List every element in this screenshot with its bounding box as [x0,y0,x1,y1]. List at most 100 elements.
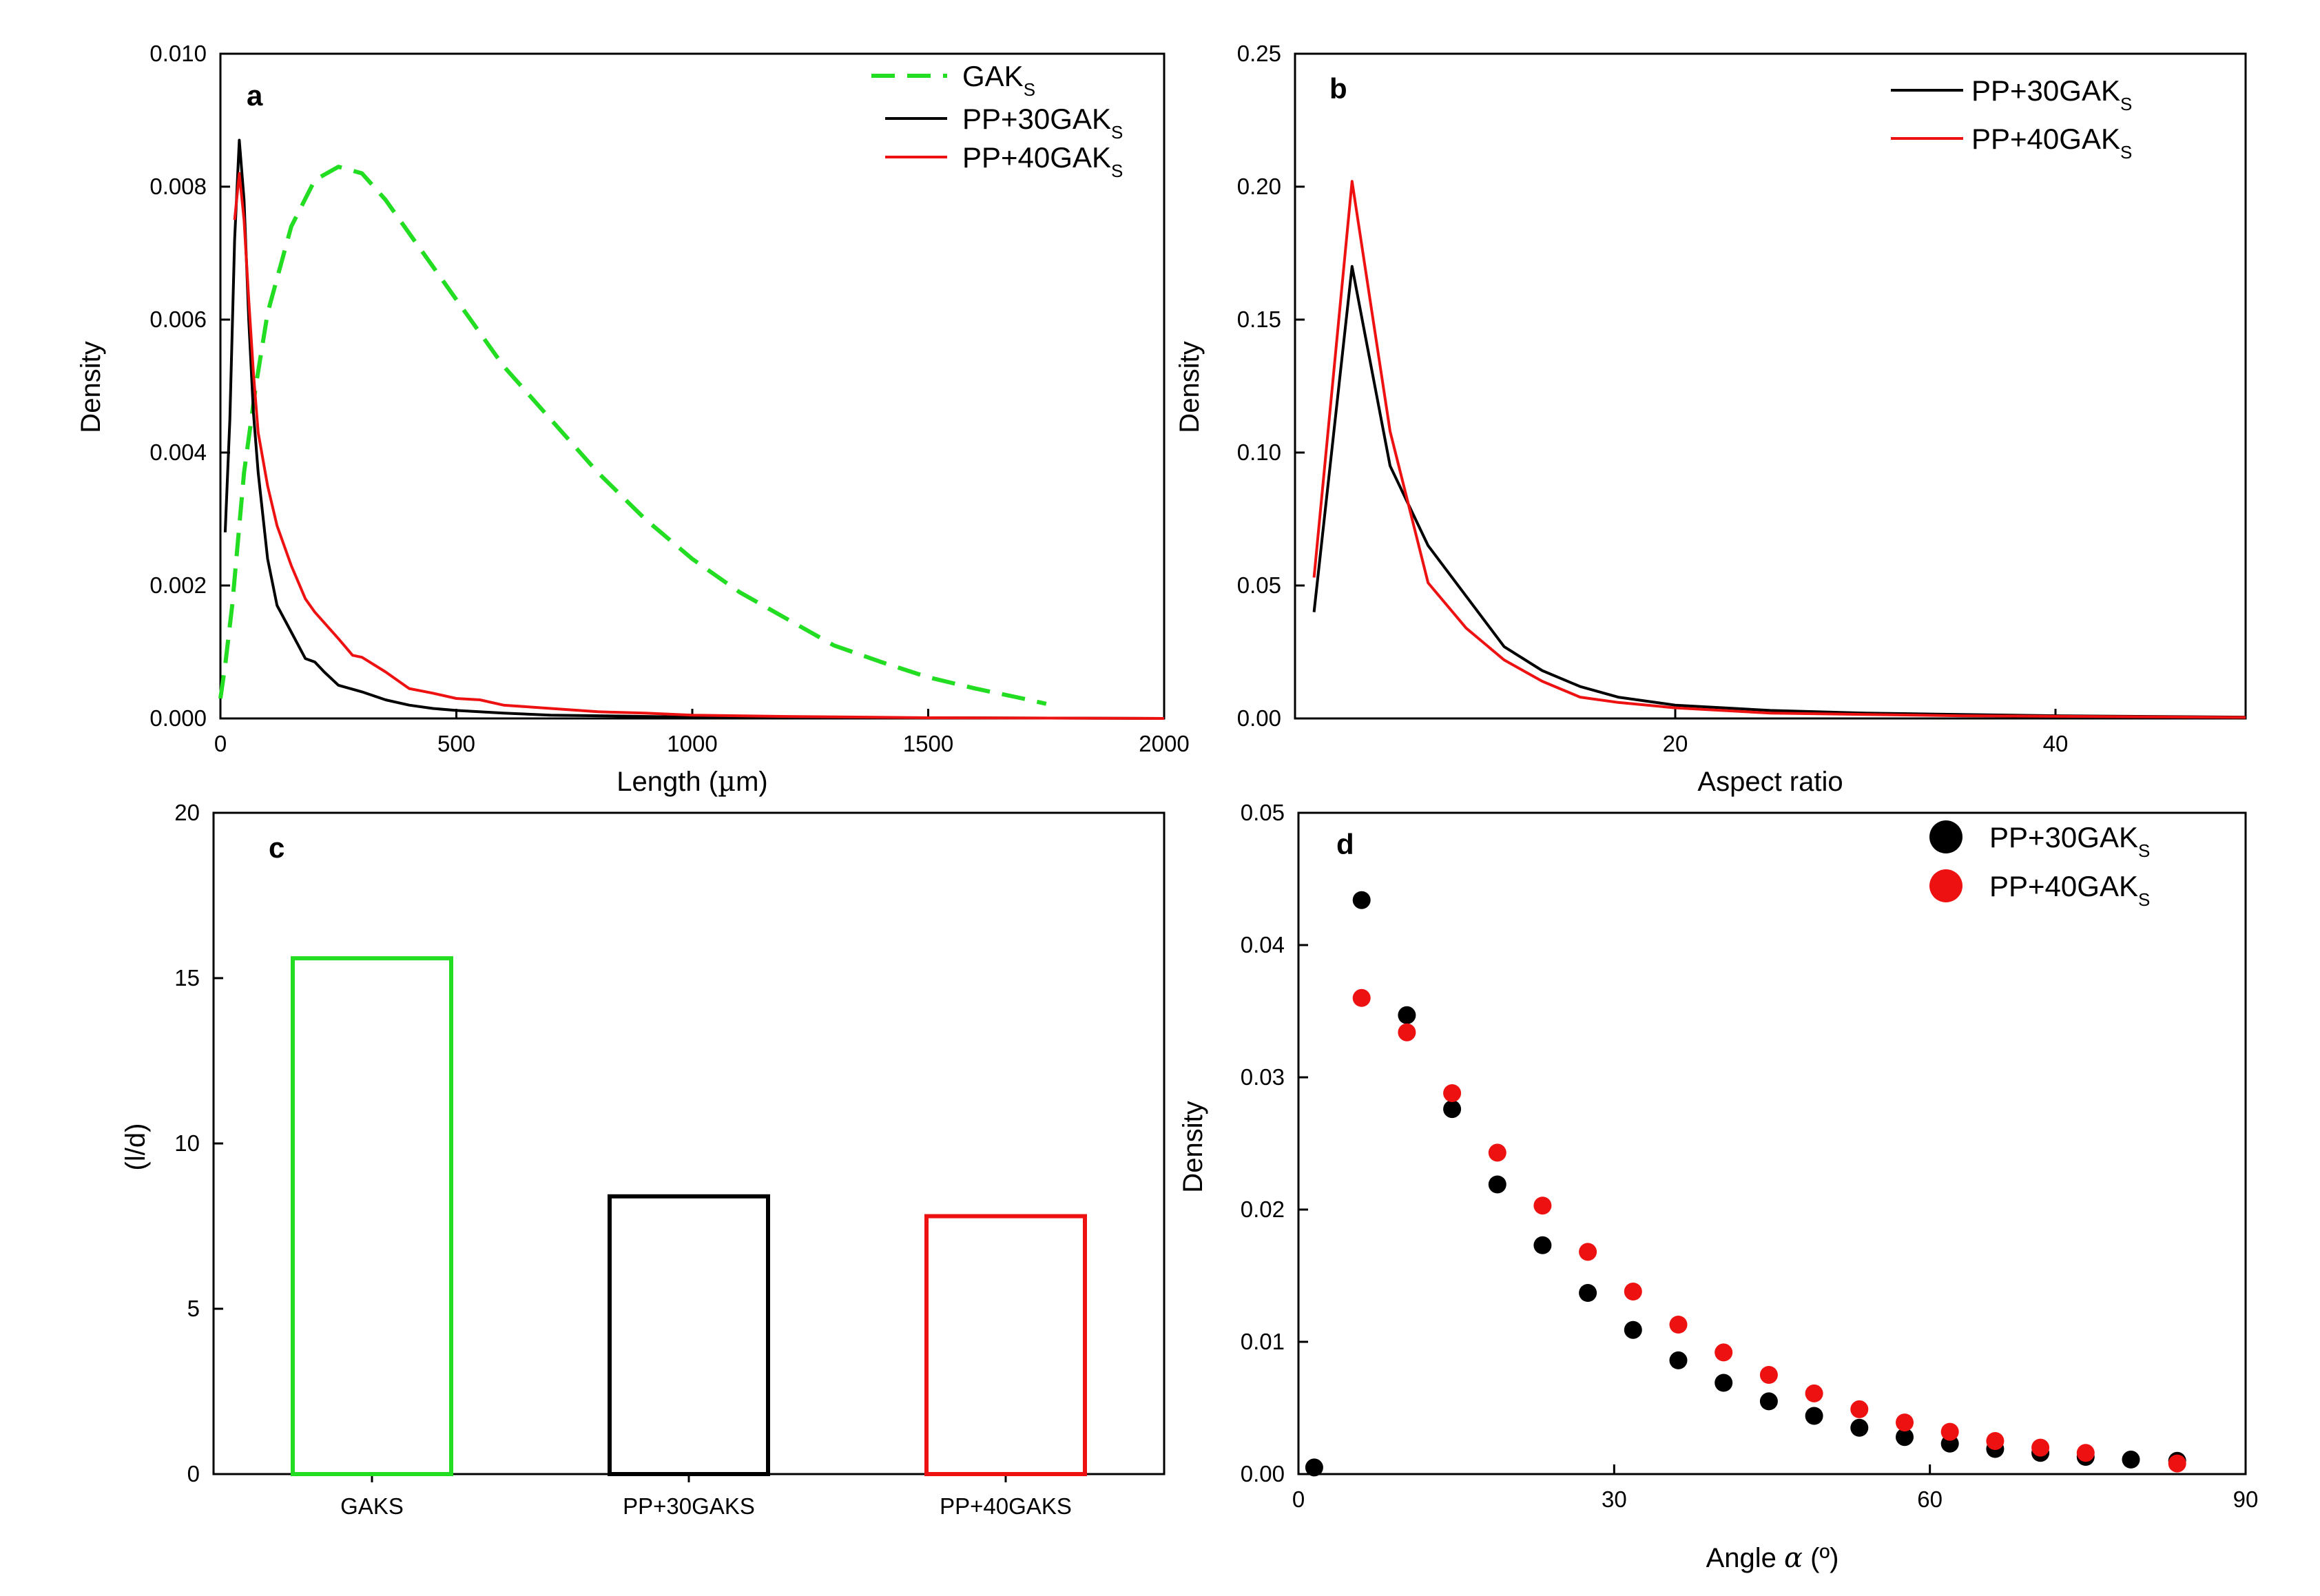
panel-c-bars [291,956,1087,1477]
panel-c-ytick-label-4: 20 [174,800,200,825]
panel-d-letter: d [1336,828,1354,860]
panel-b-ytick-label-2: 0.10 [1237,439,1281,465]
panel-d-frame [1297,811,2247,1475]
legend-d-label-1: PP+40GAKS [1989,870,2150,910]
panel-d-point-1-9 [1759,1366,1778,1384]
panel-d-point-0-0 [1305,1458,1323,1477]
panel-a-ytick-label-1: 0.002 [149,572,207,598]
panel-d-point-1-12 [1896,1413,1914,1432]
panel-b-ytick-label-0: 0.00 [1237,705,1281,731]
legend-d-name-1: PP+40GAK [1989,870,2138,902]
panel-c-ylabel: (l/d) [121,1123,151,1171]
panel-a-xlabel-mu: µ [718,766,736,798]
panel-d-ytick-label-0: 0.00 [1241,1461,1285,1486]
panel-a-xtick-label-1: 500 [437,731,475,756]
panel-c-ytick-label-3: 15 [174,965,200,991]
panel-c-xtick-label-2: PP+40GAKS [940,1493,1072,1519]
panel-b-series [1312,180,2246,719]
legend-d-sub-0: S [2138,840,2150,861]
legend-d-name-0: PP+30GAK [1989,821,2138,853]
panel-d-xlabel-alpha: α [1784,1542,1803,1574]
panel-d-ytick-label-1: 0.01 [1241,1329,1285,1354]
legend-b-label-0: PP+30GAKS [1971,74,2132,114]
panel-d-point-1-15 [2031,1438,2050,1457]
panel-d-ytick-label-3: 0.03 [1241,1064,1285,1090]
panel-a-xtick-label-4: 2000 [1139,731,1189,756]
panel-a-ticks: 0.000 0.002 0.004 0.006 0.008 0.010 0 500 1000 15… [149,41,1189,756]
panel-d: 0.00 0.01 0.02 0.03 0.04 0.05 0 30 60 90 d Densit… [1178,800,2258,1574]
panel-a-xlabel: Length (µm) [617,766,767,798]
panel-d-xtick-label-0: 0 [1292,1486,1305,1512]
panel-a-ytick-label-2: 0.004 [149,439,207,465]
panel-d-point-0-12 [1850,1418,1869,1437]
panel-d-point-1-17 [2168,1454,2186,1473]
panel-d-point-1-4 [1533,1196,1552,1215]
panel-b-series-line-0 [1312,265,2246,719]
panel-d-ytick-label-4: 0.04 [1241,932,1285,957]
panel-b-xtick-label-0: 20 [1663,731,1688,756]
panel-d-xlabel-prefix: Angle [1706,1543,1784,1573]
panel-d-point-1-14 [1986,1432,2005,1450]
panel-d-point-1-10 [1805,1384,1823,1402]
panel-a-series [218,138,1165,720]
panel-d-point-1-16 [2076,1444,2095,1462]
panel-a-ytick-label-3: 0.006 [149,307,207,332]
panel-d-point-1-6 [1624,1283,1642,1300]
panel-d-point-0-5 [1533,1236,1552,1254]
panel-b-letter: b [1329,72,1347,105]
panel-d-point-0-4 [1488,1175,1506,1194]
legend-a-label-2: PP+40GAKS [962,141,1123,181]
panel-c-letter: c [269,831,284,864]
legend-a-name-0: GAK [962,60,1024,92]
panel-a-ylabel: Density [76,341,106,433]
legend-a-label-0: GAKS [962,60,1035,100]
panel-d-ytick-label-5: 0.05 [1241,800,1285,825]
legend-b-sub-1: S [2120,142,2132,163]
panel-c-frame [212,811,1166,1475]
panel-d-point-1-0 [1352,988,1371,1007]
panel-d-point-1-2 [1443,1084,1462,1102]
panel-a-series-line-0 [218,165,1047,706]
panel-c-bar-0 [291,956,453,1476]
panel-d-point-0-10 [1759,1392,1778,1411]
legend-d-marker-0 [1929,820,1962,853]
panel-b-series-line-1 [1312,180,2246,719]
legend-a-name-2: PP+40GAK [962,141,1111,174]
legend-b-name-1: PP+40GAK [1971,123,2120,155]
panel-b: 0.00 0.05 0.10 0.15 0.20 0.25 20 40 b Density A… [1174,41,2247,797]
panel-c-xtick-label-1: PP+30GAKS [623,1493,755,1519]
panel-c-ticks: 0 5 10 15 20 GAKS PP+30GAKS PP+40GAKS [174,800,1072,1519]
panel-d-point-0-8 [1669,1351,1688,1369]
legend-a-label-1: PP+30GAKS [962,103,1123,143]
panel-a-xlabel-prefix: Length ( [617,767,718,797]
panel-b-frame [1294,52,2247,720]
panel-d-legend: PP+30GAKS PP+40GAKS [1929,820,2150,910]
panel-a-series-line-2 [233,172,1165,720]
panel-b-xlabel: Aspect ratio [1697,767,1843,797]
panel-a-legend: GAKS PP+30GAKS PP+40GAKS [871,60,1123,181]
panel-b-xtick-label-1: 40 [2043,731,2069,756]
panel-c-bar-1 [608,1194,770,1477]
panel-b-ylabel: Density [1174,341,1205,433]
panel-d-xtick-label-1: 30 [1602,1486,1627,1512]
legend-a-sub-1: S [1111,122,1123,143]
panel-d-xtick-label-2: 60 [1917,1486,1943,1512]
panel-d-point-1-11 [1850,1400,1869,1418]
panel-d-points [1305,891,2186,1477]
panel-d-point-1-5 [1579,1243,1597,1261]
panel-d-xlabel: Angle α (º) [1706,1542,1839,1574]
legend-b-name-0: PP+30GAK [1971,74,2120,107]
panel-d-point-1-13 [1940,1422,1959,1441]
panel-d-ytick-label-2: 0.02 [1241,1196,1285,1222]
panel-d-point-0-7 [1624,1320,1642,1339]
panel-d-point-0-13 [1896,1428,1914,1447]
panel-b-ticks: 0.00 0.05 0.10 0.15 0.20 0.25 20 40 [1237,41,2069,756]
panel-b-ytick-label-4: 0.20 [1237,174,1281,199]
panel-d-point-0-2 [1398,1006,1416,1024]
panel-c-bar-2 [924,1214,1087,1476]
panel-c-ytick-label-2: 10 [174,1130,200,1156]
panel-b-ytick-label-3: 0.15 [1237,307,1281,332]
panel-b-ytick-label-5: 0.25 [1237,41,1281,66]
panel-d-point-0-18 [2122,1450,2140,1469]
